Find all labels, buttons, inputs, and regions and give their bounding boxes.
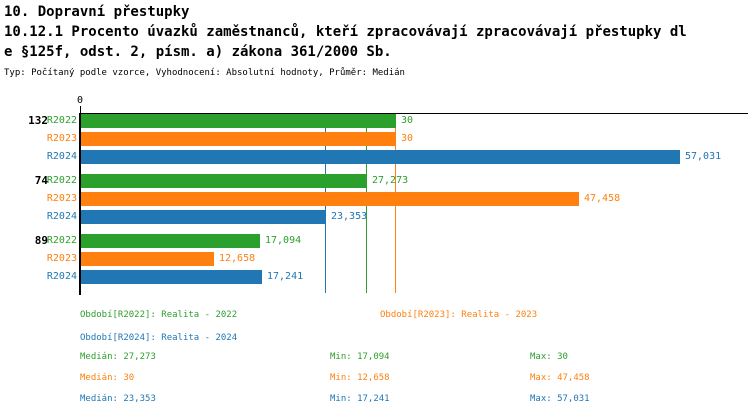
bar [81, 114, 396, 128]
median-value: Medián: 27,273 [80, 352, 156, 362]
meta-line: Typ: Počítaný podle vzorce, Vyhodnocení:… [4, 68, 405, 78]
bar-value-label: 27,273 [372, 175, 409, 186]
legend-item-1: Období[R2022]: Realita - 2022 [80, 310, 238, 320]
bar-value-label: 47,458 [584, 193, 621, 204]
category-label: 74 [34, 174, 48, 187]
max-value: Max: 57,031 [530, 394, 590, 404]
bar-value-label: 57,031 [685, 151, 722, 162]
series-row-label: R2023 [46, 133, 77, 144]
max-value: Max: 47,458 [530, 373, 590, 383]
bar [81, 270, 262, 284]
median-value: Medián: 30 [80, 373, 135, 383]
series-row-label: R2024 [46, 271, 77, 282]
series-row-label: R2022 [46, 115, 77, 126]
category-label: 132 [28, 114, 48, 127]
bar [81, 150, 680, 164]
bar-value-label: 17,094 [265, 235, 302, 246]
max-value: Max: 30 [530, 352, 568, 362]
series-row-label: R2024 [46, 151, 77, 162]
series-row-label: R2023 [46, 193, 77, 204]
bar [81, 174, 367, 188]
series-row-label: R2022 [46, 235, 77, 246]
bar [81, 234, 260, 248]
category-label: 89 [34, 234, 48, 247]
y-axis-line [79, 113, 81, 295]
legend-item-2: Období[R2023]: Realita - 2023 [380, 310, 538, 320]
x-tick-label-zero: 0 [76, 95, 84, 106]
page-title: 10. Dopravní přestupky [4, 4, 190, 20]
min-value: Min: 17,241 [330, 394, 390, 404]
bar [81, 132, 396, 146]
series-row-label: R2023 [46, 253, 77, 264]
indicator-title-line-2: e §125f, odst. 2, písm. a) zákona 361/20… [4, 44, 392, 60]
bar-value-label: 30 [401, 115, 414, 126]
bar-value-label: 30 [401, 133, 414, 144]
x-axis-line [80, 113, 748, 114]
bar-value-label: 12,658 [219, 253, 256, 264]
indicator-title-line-1: 10.12.1 Procento úvazků zaměstnanců, kte… [4, 24, 687, 40]
legend-item-3: Období[R2024]: Realita - 2024 [80, 333, 238, 343]
min-value: Min: 17,094 [330, 352, 390, 362]
series-row-label: R2024 [46, 211, 77, 222]
min-value: Min: 12,658 [330, 373, 390, 383]
bar [81, 192, 579, 206]
bar-value-label: 23,353 [331, 211, 368, 222]
bar-value-label: 17,241 [267, 271, 304, 282]
bar [81, 252, 214, 266]
series-row-label: R2022 [46, 175, 77, 186]
median-value: Medián: 23,353 [80, 394, 156, 404]
x-tick [80, 106, 81, 113]
bar [81, 210, 326, 224]
